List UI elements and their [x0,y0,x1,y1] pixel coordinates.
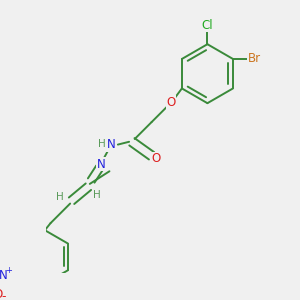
Text: O: O [151,152,160,165]
Text: +: + [5,266,12,275]
Text: N: N [106,138,115,151]
Text: H: H [98,139,106,149]
Text: H: H [56,191,63,202]
Text: N: N [97,158,105,171]
Text: O: O [167,96,176,109]
Text: Br: Br [248,52,261,65]
Text: -: - [2,290,6,300]
Text: N: N [0,269,8,282]
Text: H: H [93,190,101,200]
Text: O: O [0,288,2,300]
Text: Cl: Cl [202,19,213,32]
